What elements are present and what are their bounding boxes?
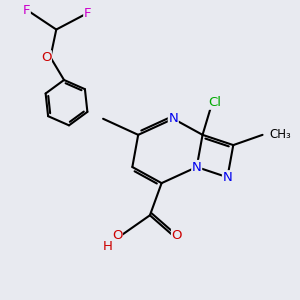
- Text: H: H: [103, 239, 112, 253]
- Text: F: F: [84, 7, 91, 20]
- Text: N: N: [192, 160, 202, 173]
- Text: O: O: [112, 229, 122, 242]
- Text: O: O: [172, 229, 182, 242]
- Text: O: O: [41, 51, 51, 64]
- Text: Cl: Cl: [208, 96, 221, 109]
- Text: N: N: [168, 112, 178, 125]
- Text: F: F: [23, 4, 30, 17]
- Text: N: N: [223, 171, 232, 184]
- Text: CH₃: CH₃: [270, 128, 292, 141]
